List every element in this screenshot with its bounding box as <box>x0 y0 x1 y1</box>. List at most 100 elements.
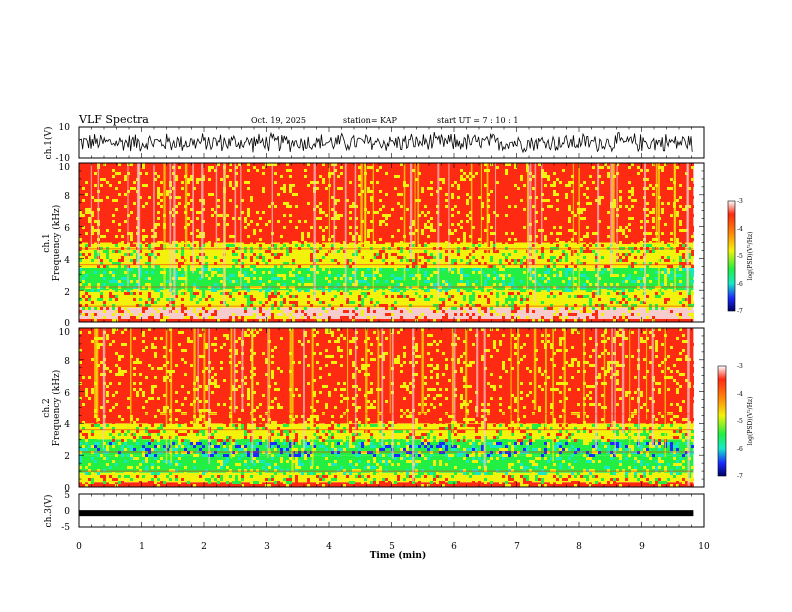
spec1-cell <box>367 238 370 241</box>
spec1-cell <box>664 307 667 310</box>
spec1-cell <box>259 319 262 322</box>
spec1-cell <box>118 310 121 313</box>
spec1-cell <box>490 217 493 220</box>
spec1-cell <box>229 274 232 277</box>
spec1-cell <box>580 250 583 253</box>
spec1-cell <box>595 166 598 169</box>
spec1-cell <box>574 277 577 280</box>
spec1-cell <box>451 208 454 211</box>
spec1-cell <box>631 250 634 253</box>
spec1-cell <box>367 235 370 238</box>
spec1-cell <box>511 280 514 283</box>
spec1-cell <box>562 289 565 292</box>
spec1-cell <box>544 316 547 319</box>
spec1-cell <box>115 241 118 244</box>
spec1-cell <box>433 310 436 313</box>
spec1-cell <box>562 169 565 172</box>
spec1-cell <box>433 271 436 274</box>
spec1-cell <box>553 190 556 193</box>
spec1-cell <box>646 187 649 190</box>
spec1-cell <box>301 310 304 313</box>
spec1-cell <box>319 301 322 304</box>
spec1-cell <box>352 286 355 289</box>
spec1-cell <box>445 229 448 232</box>
spec1-cell <box>499 184 502 187</box>
spec1-cell <box>82 205 85 208</box>
spec1-cell <box>424 196 427 199</box>
spec1-cell <box>607 268 610 271</box>
spec1-cell <box>232 214 235 217</box>
spec1-cell <box>82 295 85 298</box>
spec1-cell <box>583 268 586 271</box>
spec1-cell <box>370 220 373 223</box>
spec1-cell <box>496 175 499 178</box>
spec1-cell <box>352 214 355 217</box>
spec1-cell <box>178 208 181 211</box>
spec1-cell <box>679 283 682 286</box>
spec1-cell <box>190 205 193 208</box>
spec1-cell <box>316 187 319 190</box>
spec1-cell <box>670 274 673 277</box>
spec1-cell <box>520 298 523 301</box>
spec1-cell <box>427 211 430 214</box>
spec1-cell <box>463 172 466 175</box>
spec1-cell <box>409 304 412 307</box>
spec1-cell <box>499 292 502 295</box>
spec1-cell <box>232 274 235 277</box>
spec1-cell <box>196 265 199 268</box>
spec1-cell <box>154 172 157 175</box>
spec1-cell <box>190 235 193 238</box>
spec1-cell <box>505 289 508 292</box>
spec1-cell <box>658 295 661 298</box>
spec1-cell <box>226 190 229 193</box>
spec1-cell <box>199 313 202 316</box>
spec1-cell <box>358 271 361 274</box>
spec1-cell <box>253 253 256 256</box>
spec1-cell <box>199 304 202 307</box>
spec1-cell <box>580 163 583 166</box>
spec1-cell <box>337 271 340 274</box>
spec1-cell <box>289 187 292 190</box>
spec1-cell <box>625 205 628 208</box>
spec1-cell <box>382 214 385 217</box>
spec1-cell <box>526 304 529 307</box>
spec1-cell <box>664 235 667 238</box>
spec1-cell <box>172 307 175 310</box>
spec1-cell <box>628 208 631 211</box>
spec1-cell <box>517 220 520 223</box>
spec1-cell <box>319 313 322 316</box>
spec1-cell <box>325 319 328 322</box>
spec1-cell <box>601 193 604 196</box>
spec1-cell <box>100 235 103 238</box>
spec1-cell <box>619 238 622 241</box>
spec1-cell <box>556 178 559 181</box>
spec1-cell <box>346 316 349 319</box>
spec1-cell <box>529 316 532 319</box>
spec1-cell <box>649 316 652 319</box>
spec1-cell <box>556 232 559 235</box>
spec1-cell <box>598 298 601 301</box>
spec1-cell <box>400 256 403 259</box>
spec1-cell <box>451 178 454 181</box>
spec1-cell <box>505 208 508 211</box>
spec1-cell <box>385 172 388 175</box>
spec1-cell <box>142 163 145 166</box>
spec1-cell <box>106 217 109 220</box>
spec1-cell <box>574 265 577 268</box>
spec1-cell <box>310 214 313 217</box>
spec1-cell <box>382 304 385 307</box>
spec1-cell <box>544 199 547 202</box>
spec1-cell <box>97 313 100 316</box>
spec1-cell <box>370 223 373 226</box>
spec1-cell <box>433 184 436 187</box>
spec1-cell <box>142 184 145 187</box>
spec1-cell <box>340 175 343 178</box>
spec1-cell <box>94 196 97 199</box>
spec1-cell <box>226 175 229 178</box>
spec1-cell <box>199 211 202 214</box>
spec1-cell <box>79 214 82 217</box>
spec1-cell <box>415 259 418 262</box>
spec1-cell <box>466 289 469 292</box>
spec1-cell <box>187 307 190 310</box>
spec1-cell <box>79 226 82 229</box>
